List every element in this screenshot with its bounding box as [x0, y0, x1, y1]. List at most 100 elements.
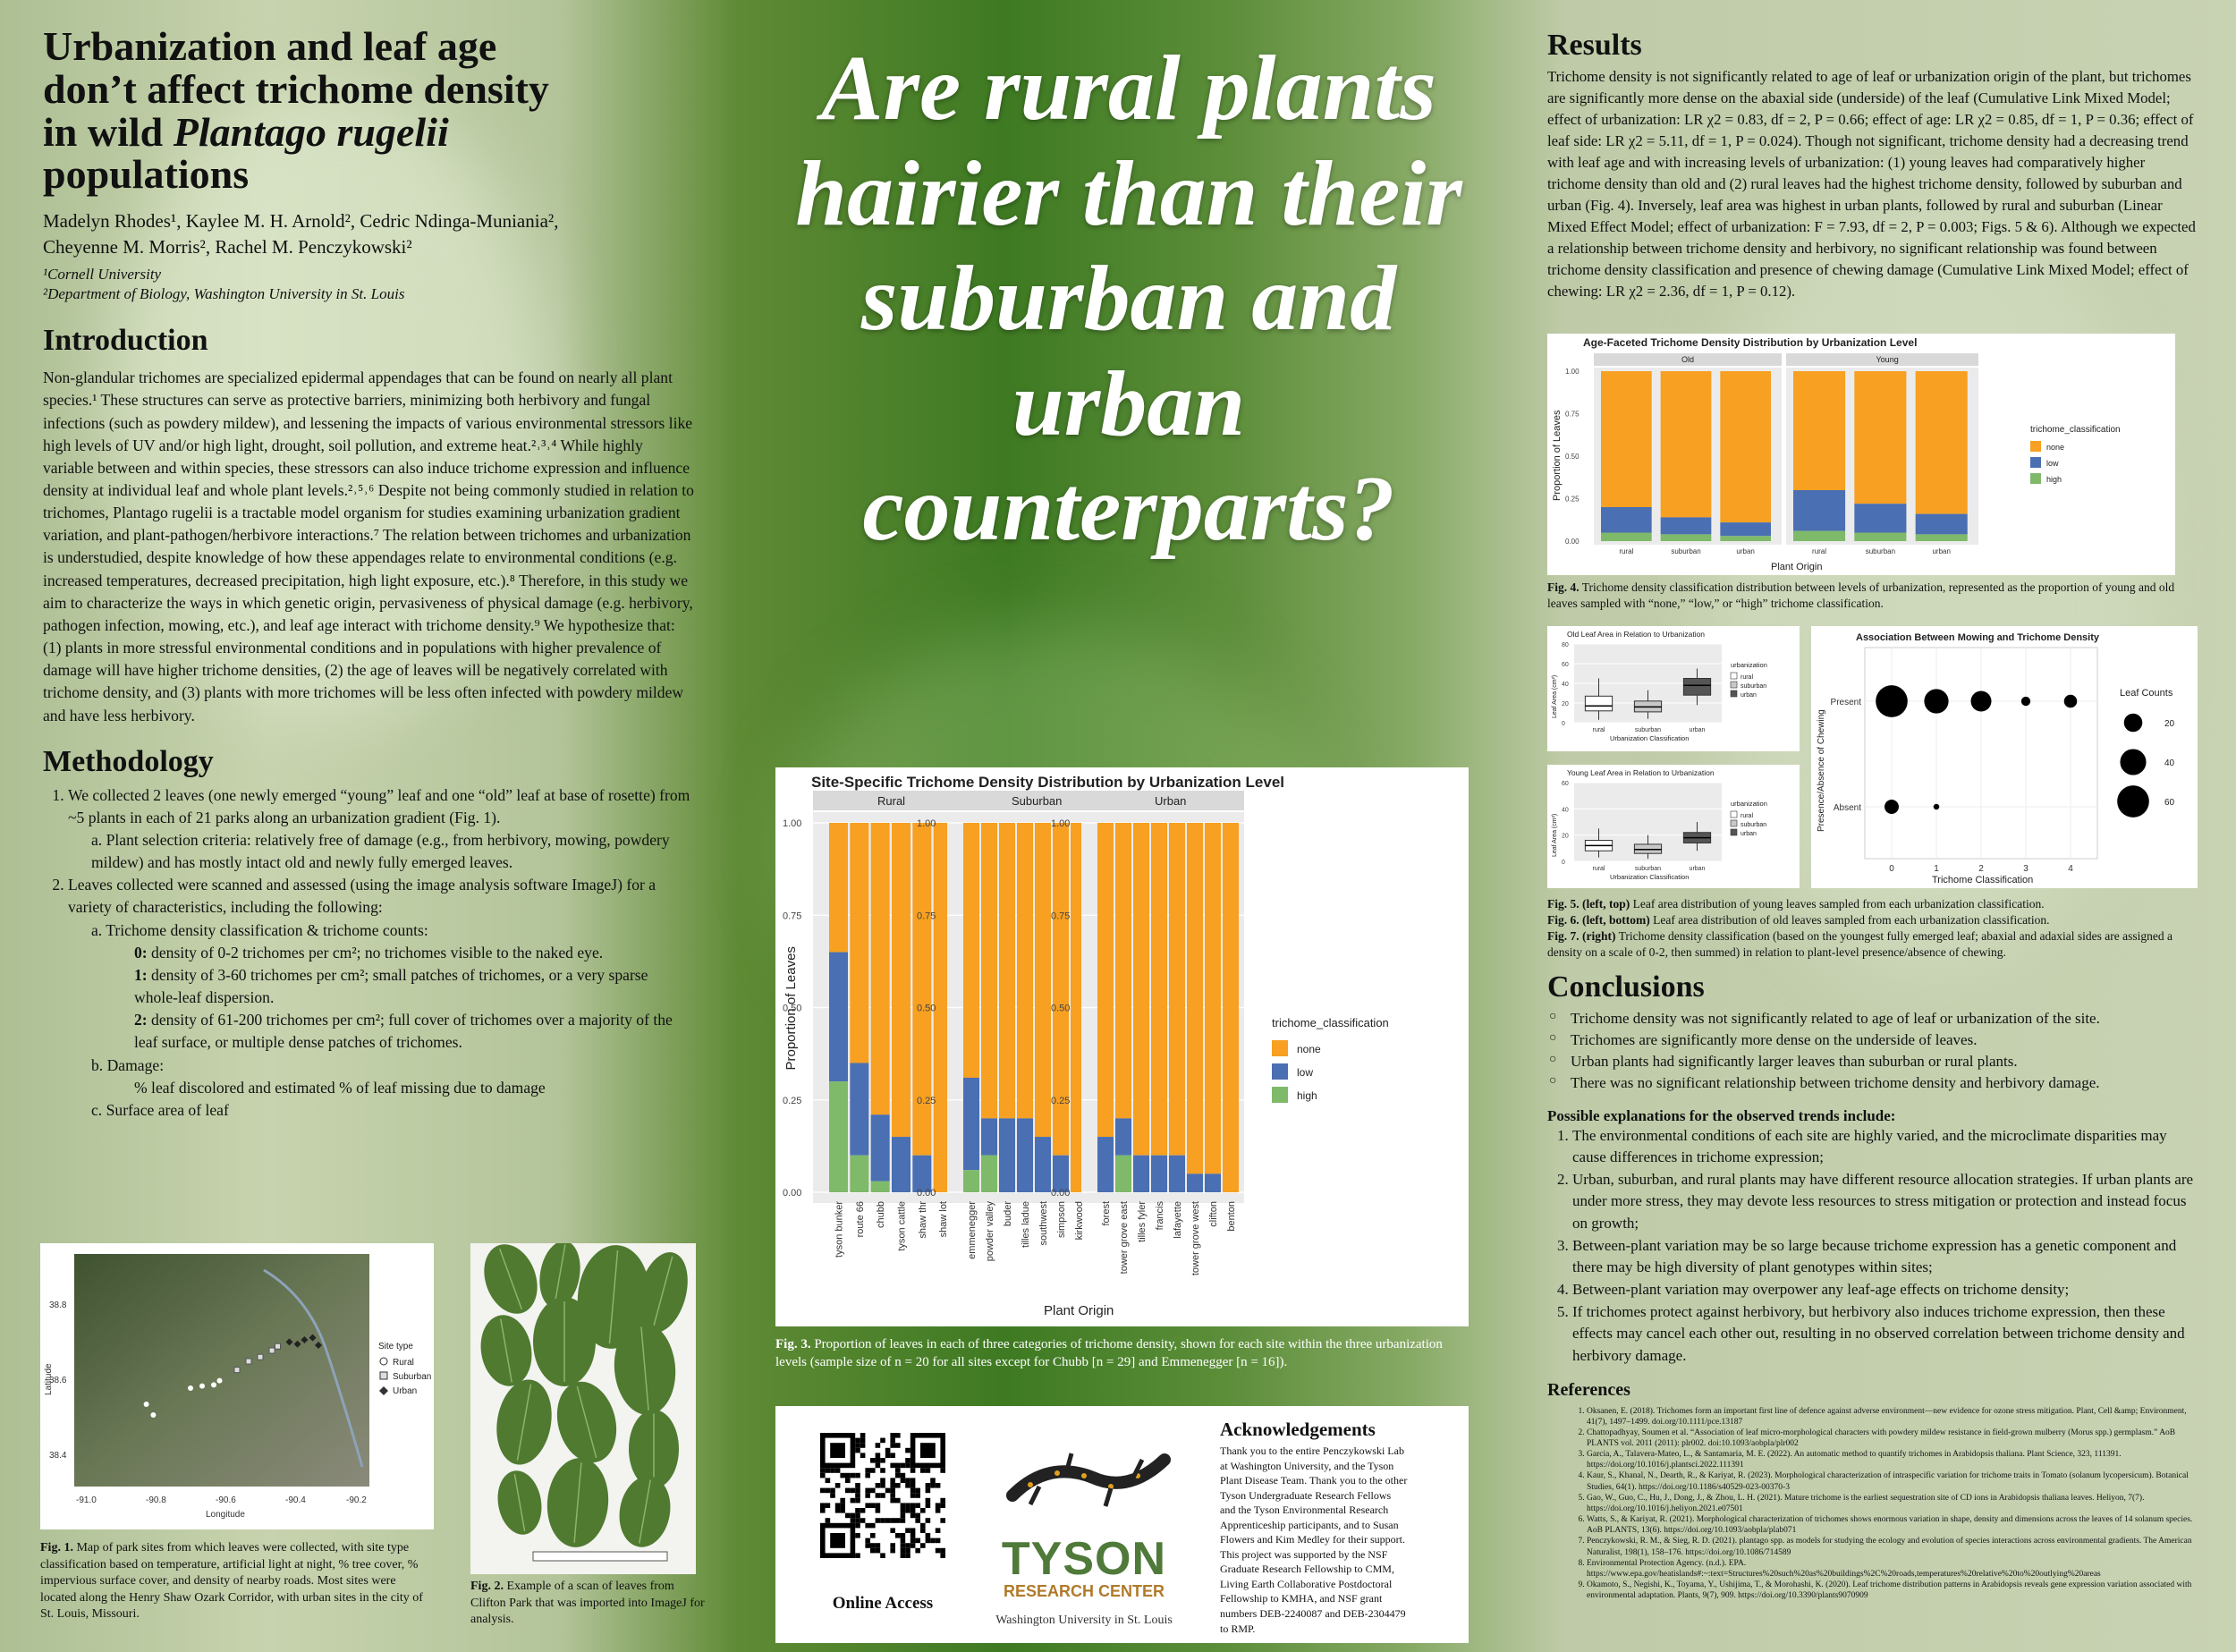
qr-module	[925, 1518, 931, 1523]
qr-module	[860, 1437, 866, 1444]
qr-module	[865, 1487, 870, 1494]
qr-module	[860, 1508, 866, 1513]
map-xtick: -90.2	[346, 1495, 367, 1505]
qr-module	[820, 1503, 826, 1508]
qr-module	[855, 1483, 860, 1488]
qr-module	[870, 1487, 876, 1494]
bar-low	[912, 1155, 932, 1192]
bar-low	[870, 1114, 890, 1182]
fig3-chart: Site-Specific Trichome Density Distribut…	[775, 767, 1469, 1326]
legend-label: urban	[1741, 831, 1757, 837]
x-tick-label: rural	[1592, 866, 1605, 872]
qr-module	[890, 1487, 895, 1494]
legend-title: Leaf Counts	[2120, 688, 2173, 699]
legend-label: high	[2046, 475, 2062, 484]
qr-module	[890, 1547, 895, 1554]
qr-module	[910, 1468, 916, 1473]
legend-swatch	[1730, 672, 1738, 680]
qr-module	[905, 1503, 910, 1508]
tyson-wordmark: TYSON	[1001, 1533, 1167, 1585]
bar-low	[981, 1118, 997, 1156]
qr-module	[900, 1533, 906, 1538]
reference-item: Chattopadhyay, Soumen et al. “Associatio…	[1587, 1427, 2200, 1449]
legend-label: high	[1297, 1089, 1317, 1102]
qr-module	[900, 1462, 906, 1469]
bar-low	[850, 1063, 869, 1156]
qr-module	[920, 1508, 926, 1513]
qr-module	[900, 1543, 906, 1548]
bar-none	[1720, 371, 1771, 523]
qr-module	[885, 1487, 891, 1494]
leaf-vein	[516, 1384, 532, 1461]
caption-text: Trichome density classification (based o…	[1547, 928, 2172, 959]
bar-none	[1187, 823, 1203, 1174]
y-tick-label: 0	[1562, 860, 1565, 866]
leaf-vein	[652, 1256, 673, 1329]
density-0: 0: density of 0-2 trichomes per cm²; no …	[68, 942, 694, 964]
qr-label[interactable]: Online Access	[832, 1594, 934, 1613]
qr-module	[875, 1483, 881, 1488]
qr-module	[850, 1497, 856, 1504]
density-desc: density of 0-2 trichomes per cm²; no tri…	[147, 943, 604, 962]
x-axis-label: Urbanization Classification	[1610, 873, 1689, 881]
density-1: 1: density of 3-60 trichomes per cm²; sm…	[68, 964, 694, 1009]
leaf-vein	[573, 1462, 582, 1543]
caption-line: Fig. 6. (left, bottom) Leaf area distrib…	[1547, 912, 2200, 928]
site-points	[143, 1334, 322, 1418]
bar-none	[1223, 823, 1239, 1192]
y-tick-label: 1.00	[917, 818, 936, 829]
bar-none	[963, 823, 979, 1078]
bar-none	[1793, 371, 1846, 490]
conclusion-item: There was no significant relationship be…	[1547, 1072, 2200, 1094]
x-tick-label: tyson bunker	[834, 1201, 845, 1258]
explanation-item: The environmental conditions of each sit…	[1572, 1125, 2200, 1169]
x-axis-label: Plant Origin	[1771, 562, 1822, 572]
urban-site	[315, 1342, 322, 1349]
facet-label: Rural	[877, 794, 905, 808]
density-label: 2:	[134, 1011, 148, 1029]
qr-module	[875, 1508, 881, 1513]
bar-none	[1115, 823, 1131, 1119]
qr-module	[890, 1483, 895, 1488]
fig4-caption: Fig. 4. Trichome density classification …	[1547, 580, 2191, 612]
urban-site	[293, 1340, 301, 1348]
y-tick-label: 0.50	[1565, 453, 1580, 461]
bar-high	[1115, 1155, 1131, 1192]
legend-label: rural	[1741, 813, 1753, 819]
x-tick-label: buder	[1003, 1201, 1013, 1226]
qr-module	[880, 1483, 885, 1488]
qr-module	[860, 1453, 866, 1458]
qr-module	[890, 1453, 895, 1458]
data-point	[2063, 694, 2078, 708]
caption-label: Fig. 7. (right)	[1547, 928, 1616, 943]
chart-title: Site-Specific Trichome Density Distribut…	[811, 774, 1284, 791]
y-tick-label: 0.25	[783, 1096, 801, 1106]
chart-title: Old Leaf Area in Relation to Urbanizatio…	[1567, 630, 1705, 639]
x-tick-label: urban	[1690, 727, 1706, 733]
fig1-map: 38.8 38.6 38.4 -91.0 -90.8 -90.6 -90.4 -…	[40, 1243, 434, 1529]
bar-high	[1915, 534, 1968, 541]
qr-module	[855, 1518, 860, 1523]
x-tick-label: route 66	[855, 1201, 866, 1237]
legend-title: urbanization	[1731, 800, 1767, 808]
qr-module	[860, 1518, 866, 1523]
legend-swatch	[1730, 828, 1738, 836]
fig3-caption: Fig. 3. Proportion of leaves in each of …	[775, 1335, 1469, 1372]
bar-low	[892, 1137, 910, 1192]
bar-none	[870, 823, 890, 1115]
bar-none	[999, 823, 1015, 1119]
qr-module	[890, 1443, 895, 1448]
caption-label: Fig. 3.	[775, 1337, 811, 1351]
leaf-vein	[640, 1326, 649, 1411]
x-tick-label: urban	[1690, 866, 1706, 872]
legend-swatch	[1730, 690, 1738, 698]
qr-code-icon[interactable]	[820, 1433, 945, 1558]
x-tick-label: tilles fyler	[1137, 1201, 1148, 1242]
qr-module	[890, 1437, 895, 1444]
qr-module	[865, 1538, 870, 1544]
legend-title: urbanization	[1731, 661, 1767, 669]
bar-low	[1205, 1173, 1221, 1192]
qr-finder	[920, 1443, 936, 1458]
qr-module	[895, 1533, 901, 1538]
legend-label: urban	[1741, 692, 1757, 699]
